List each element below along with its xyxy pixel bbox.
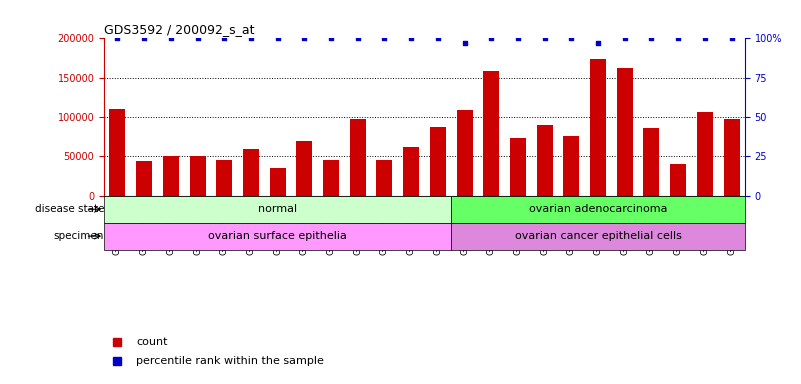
Point xyxy=(244,35,257,41)
Point xyxy=(645,35,658,41)
Bar xyxy=(350,119,366,196)
Bar xyxy=(670,164,686,196)
Text: disease state: disease state xyxy=(34,204,104,214)
Text: ovarian cancer epithelial cells: ovarian cancer epithelial cells xyxy=(515,231,682,241)
Point xyxy=(725,35,738,41)
Bar xyxy=(163,157,179,196)
Bar xyxy=(296,141,312,196)
Text: ovarian surface epithelia: ovarian surface epithelia xyxy=(208,231,347,241)
Bar xyxy=(104,223,451,250)
Bar xyxy=(723,119,739,196)
Point xyxy=(405,35,417,41)
Bar xyxy=(403,147,419,196)
Point xyxy=(324,35,337,41)
Bar xyxy=(483,71,499,196)
Point xyxy=(698,35,711,41)
Text: normal: normal xyxy=(258,204,297,214)
Bar xyxy=(110,109,126,196)
Bar xyxy=(537,125,553,196)
Point xyxy=(432,35,445,41)
Point xyxy=(512,35,525,41)
Text: GDS3592 / 200092_s_at: GDS3592 / 200092_s_at xyxy=(104,23,255,36)
Point xyxy=(538,35,551,41)
Point xyxy=(298,35,311,41)
Bar xyxy=(563,136,579,196)
Bar xyxy=(216,160,232,196)
Point xyxy=(565,35,578,41)
Point xyxy=(272,35,284,41)
Bar xyxy=(270,167,286,196)
Point xyxy=(352,35,364,41)
Text: percentile rank within the sample: percentile rank within the sample xyxy=(136,356,324,366)
Text: specimen: specimen xyxy=(54,231,104,241)
Bar xyxy=(451,223,745,250)
Point xyxy=(164,35,177,41)
Point xyxy=(138,35,151,41)
Bar xyxy=(510,137,526,196)
Point xyxy=(458,40,471,46)
Point xyxy=(672,35,685,41)
Bar xyxy=(323,160,339,196)
Bar xyxy=(590,59,606,196)
Text: count: count xyxy=(136,337,167,347)
Bar xyxy=(457,110,473,196)
Bar xyxy=(643,128,659,196)
Point xyxy=(618,35,631,41)
Point xyxy=(485,35,497,41)
Bar xyxy=(190,157,206,196)
Bar xyxy=(451,196,745,223)
Point xyxy=(111,35,124,41)
Point xyxy=(191,35,204,41)
Bar xyxy=(617,68,633,196)
Text: ovarian adenocarcinoma: ovarian adenocarcinoma xyxy=(529,204,667,214)
Bar xyxy=(430,127,446,196)
Bar xyxy=(697,113,713,196)
Bar xyxy=(376,161,392,196)
Point xyxy=(592,40,605,46)
Bar xyxy=(136,161,152,196)
Bar xyxy=(104,196,451,223)
Point xyxy=(218,35,231,41)
Bar xyxy=(243,149,259,196)
Point xyxy=(378,35,391,41)
